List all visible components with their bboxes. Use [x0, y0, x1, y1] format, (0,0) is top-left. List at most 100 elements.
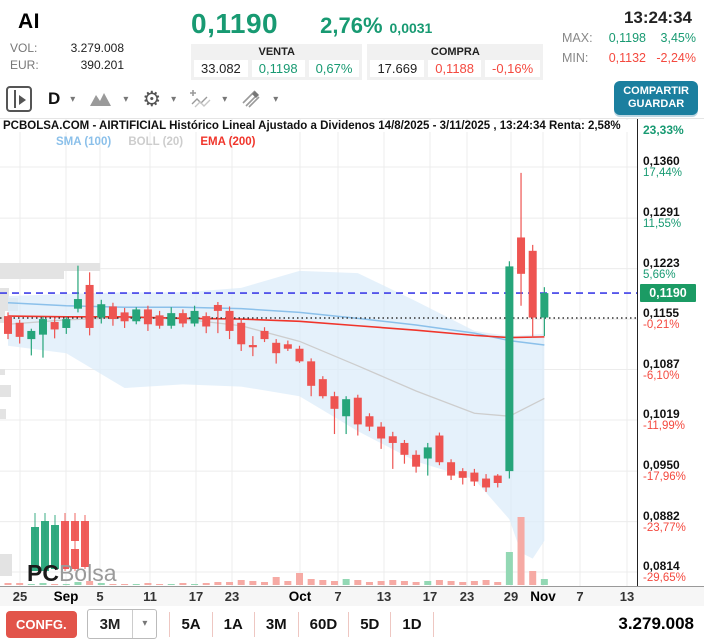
chevron-down-icon: ▾ [171, 93, 177, 105]
min-label: MIN: [562, 51, 589, 65]
chevron-down-icon: ▾ [222, 93, 228, 105]
volume-bar [529, 571, 537, 585]
watermark-bar [51, 525, 59, 569]
volume-bar [261, 582, 269, 585]
x-axis-label: Nov [530, 589, 556, 604]
price-axis[interactable]: 23,33% 0,1360 17,44% 0,1291 11,55% 0,1223 5,6… [637, 119, 704, 586]
range-5a-button[interactable]: 5A [169, 611, 213, 637]
save-label: GUARDAR [627, 98, 685, 110]
range-1d-button[interactable]: 1D [391, 611, 434, 637]
range-3m-button[interactable]: 3M [255, 611, 299, 637]
volume-bar [74, 582, 82, 585]
config-button[interactable]: CONFG. [6, 610, 77, 638]
watermark-bold: PC [27, 560, 59, 586]
price-chart[interactable] [0, 119, 637, 586]
legend-ema[interactable]: EMA (200) [200, 136, 256, 148]
volume-profile-bar [0, 409, 6, 419]
candlestick [27, 330, 36, 340]
add-indicator-icon [190, 89, 212, 109]
drawing-tools-selector[interactable]: ▾ [241, 89, 278, 109]
candlestick [202, 316, 211, 327]
chart-area: PCBOLSA.COM - AIRTIFICIAL Histórico Line… [0, 118, 704, 606]
volume-bar [284, 581, 292, 585]
timeframe-dropdown[interactable]: 3M ▾ [86, 609, 158, 639]
candlestick [260, 330, 269, 340]
candlestick [73, 299, 82, 309]
candlestick [155, 315, 164, 326]
chevron-down-icon: ▾ [123, 93, 129, 105]
volume-bar [470, 581, 478, 585]
max-price: 0,1198 [608, 31, 646, 45]
volume-bar [144, 583, 152, 585]
bottom-bar: CONFG. 3M ▾ 5A 1A 3M 60D 5D 1D 3.279.008 [0, 605, 704, 643]
range-60d-button[interactable]: 60D [299, 611, 350, 637]
volume-bar [237, 580, 245, 585]
candlestick [482, 478, 491, 488]
pencil-icon [241, 89, 263, 109]
watermark-bar [71, 549, 79, 569]
vol-label: VOL: [10, 41, 38, 55]
timeframe-selected: 3M [99, 615, 121, 633]
y-axis-label: 0,1155 -0,21% [643, 306, 680, 332]
boll-mid-line [7, 316, 545, 417]
range-5d-button[interactable]: 5D [349, 611, 392, 637]
candlestick [225, 310, 234, 331]
volume-bar [319, 580, 327, 585]
panel-toggle-icon[interactable] [6, 86, 32, 112]
candlestick [38, 319, 47, 335]
volume-bar [400, 581, 408, 585]
x-axis-label: 25 [12, 589, 28, 604]
candlestick [412, 454, 421, 467]
y-axis-label: 0,1360 17,44% [643, 154, 683, 179]
ask-box: VENTA 33.082 0,1198 0,67% [191, 44, 363, 80]
max-row: MAX: 0,1198 3,45% [543, 29, 696, 48]
volume-bar [389, 580, 397, 585]
y-axis-label: 0,1019 -11,99% [643, 406, 685, 432]
candlestick [190, 310, 199, 324]
bid-quantity: 17.669 [370, 60, 425, 77]
volume-bar [214, 582, 222, 585]
volume-bar [412, 582, 420, 585]
share-save-button[interactable]: COMPARTIR GUARDAR [614, 81, 698, 115]
range-1a-button[interactable]: 1A [213, 611, 255, 637]
mountain-chart-icon [89, 90, 113, 108]
candlestick [62, 319, 71, 328]
volume-bar [517, 517, 525, 585]
y-axis-label: 0,0950 -17,96% [643, 458, 686, 484]
last-price: 0,1190 [191, 8, 279, 39]
watermark-bar [61, 521, 69, 569]
chevron-down-icon: ▾ [70, 93, 76, 105]
eur-row: EUR: 390.201 [8, 57, 191, 74]
candlestick [248, 345, 257, 348]
current-price-badge: 0,1190 [640, 284, 696, 303]
ticker-symbol: AI [18, 10, 40, 33]
volume-bar [97, 583, 105, 585]
interval-selector[interactable]: D ▾ [48, 89, 75, 109]
volume-bar [249, 581, 257, 585]
candlestick [120, 312, 129, 322]
volume-bar [121, 584, 129, 585]
chart-type-selector[interactable]: ▾ [89, 90, 128, 108]
legend-boll[interactable]: BOLL (20) [128, 136, 184, 148]
volume-bar [167, 584, 175, 585]
volume-bar [179, 583, 187, 585]
ask-percent: 0,67% [308, 60, 360, 77]
watermark-bar [71, 521, 79, 541]
share-label: COMPARTIR [623, 85, 689, 97]
volume-profile-bar [0, 263, 100, 271]
legend-sma[interactable]: SMA (100) [56, 136, 112, 148]
candlestick [108, 306, 117, 320]
watermark-bar [41, 521, 49, 571]
settings-selector[interactable]: ⚙ ▾ [142, 89, 176, 110]
volume-bar [109, 584, 117, 585]
candlestick [423, 447, 432, 459]
y-axis-label: 0,0814 -29,65% [643, 559, 686, 584]
bid-percent: -0,16% [485, 60, 541, 77]
volume-bar [296, 573, 303, 585]
indicators-selector[interactable]: ▾ [190, 89, 227, 109]
time-axis[interactable]: 25 Sep 5 11 17 23 Oct 7 13 17 23 29 Nov 7 13 [0, 586, 704, 606]
volume-bar [27, 584, 35, 585]
candlestick [15, 322, 24, 337]
volume-bar [51, 584, 59, 585]
x-axis-label: 23 [459, 589, 475, 604]
